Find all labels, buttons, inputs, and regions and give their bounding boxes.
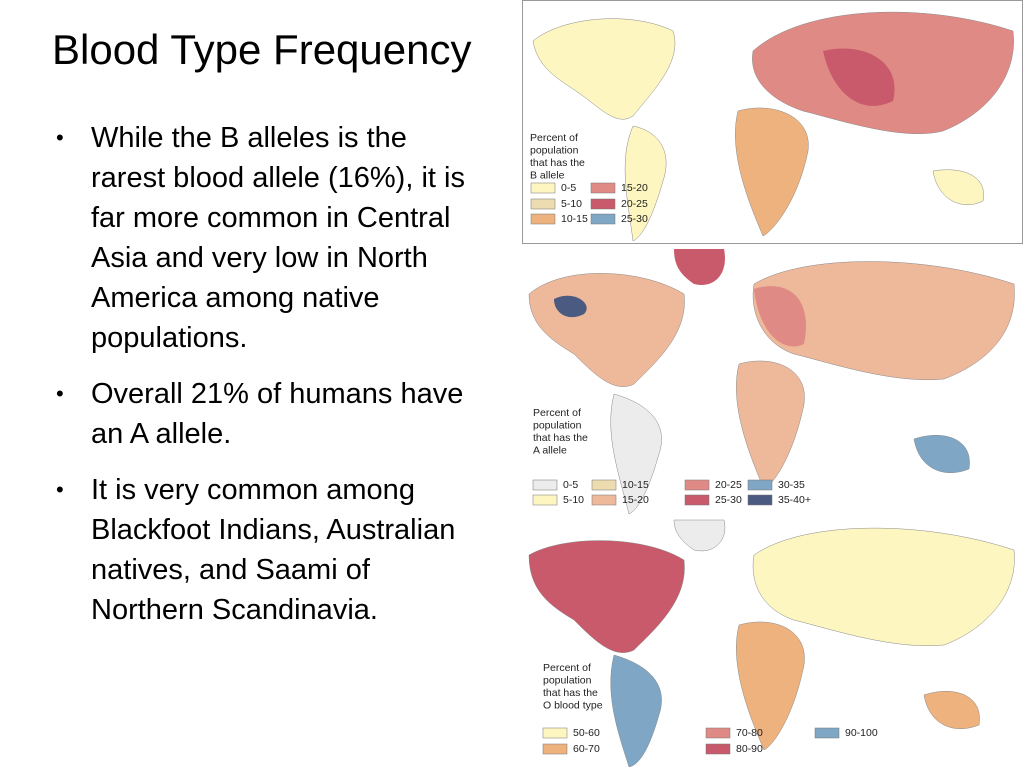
legend-swatch (590, 198, 616, 210)
legend-label: 25-30 (621, 213, 648, 225)
legend-label: 5-10 (563, 494, 584, 506)
legend-swatch (590, 182, 616, 194)
legend-swatch (542, 743, 568, 755)
legend-swatch (705, 743, 731, 755)
legend-caption: B allele (530, 169, 565, 181)
legend-caption: that has the (533, 432, 588, 444)
legend-swatch (684, 479, 710, 491)
bullet-list: While the B alleles is the rarest blood … (56, 118, 486, 646)
legend-label: 20-25 (621, 198, 648, 210)
legend-caption: that has the (543, 687, 598, 699)
legend-caption: Percent of (530, 132, 578, 144)
legend-swatch (530, 213, 556, 225)
legend-swatch (747, 479, 773, 491)
legend-label: 0-5 (561, 182, 576, 194)
legend-label: 90-100 (845, 727, 878, 739)
legend-label: 5-10 (561, 198, 582, 210)
legend-label: 80-90 (736, 743, 763, 755)
legend-label: 60-70 (573, 743, 600, 755)
legend-swatch (530, 198, 556, 210)
legend-caption: Percent of (533, 407, 581, 419)
legend-label: 15-20 (621, 182, 648, 194)
legend-label: 35-40+ (778, 494, 811, 506)
legend-swatch (591, 494, 617, 506)
legend-swatch (684, 494, 710, 506)
legend-swatch (705, 727, 731, 739)
legend-caption: Percent of (543, 662, 591, 674)
bullet: While the B alleles is the rarest blood … (56, 118, 486, 358)
slide-title: Blood Type Frequency (52, 26, 472, 73)
legend-swatch (590, 213, 616, 225)
legend-swatch (532, 479, 558, 491)
legend-swatch (532, 494, 558, 506)
legend-caption: that has the (530, 157, 585, 169)
legend-label: 10-15 (561, 213, 588, 225)
legend-label: 15-20 (622, 494, 649, 506)
legend-label: 20-25 (715, 479, 742, 491)
legend-swatch (530, 182, 556, 194)
legend-caption: O blood type (543, 699, 603, 711)
legend-caption: population (543, 674, 592, 686)
legend-swatch (542, 727, 568, 739)
legend-label: 30-35 (778, 479, 805, 491)
legend-swatch (591, 479, 617, 491)
legend-caption: A allele (533, 444, 567, 456)
legend-label: 0-5 (563, 479, 578, 491)
legend-label: 70-80 (736, 727, 763, 739)
bullet: Overall 21% of humans have an A allele. (56, 374, 486, 454)
legend-caption: population (530, 144, 579, 156)
bullet: It is very common among Blackfoot Indian… (56, 470, 486, 630)
legend-label: 50-60 (573, 727, 600, 739)
legend-swatch (814, 727, 840, 739)
legend-swatch (747, 494, 773, 506)
legend-label: 25-30 (715, 494, 742, 506)
legend-label: 10-15 (622, 479, 649, 491)
legend-caption: population (533, 419, 582, 431)
